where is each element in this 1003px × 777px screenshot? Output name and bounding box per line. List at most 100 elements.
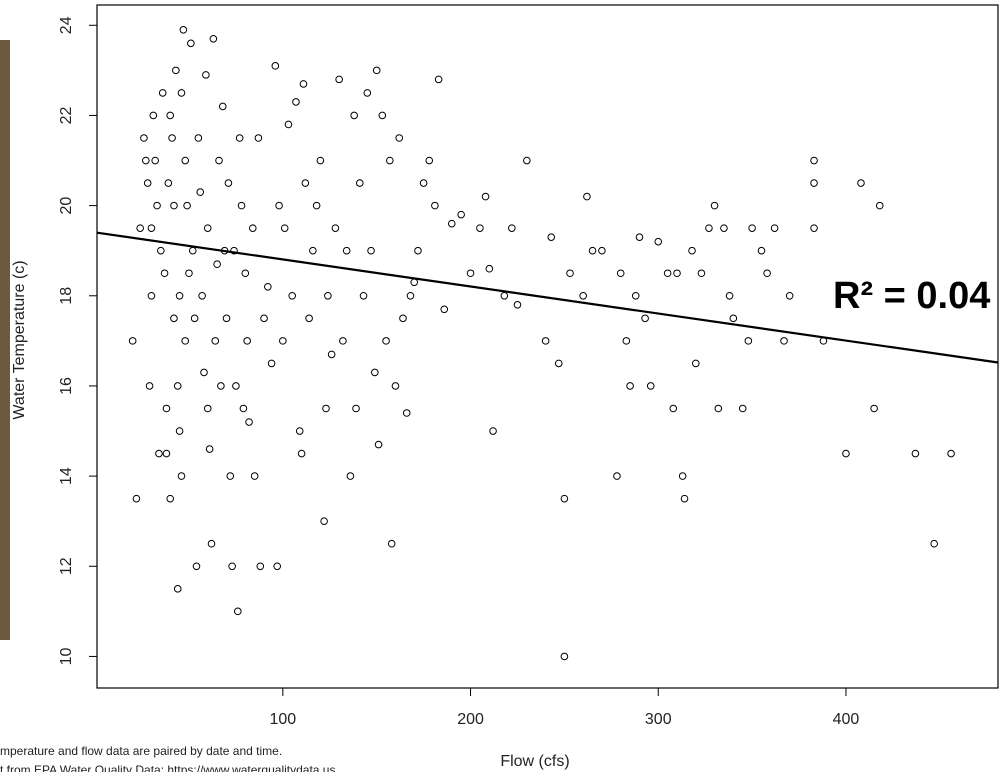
data-point	[857, 179, 865, 187]
data-point	[254, 134, 263, 142]
data-point	[425, 156, 434, 165]
data-point	[770, 224, 779, 232]
data-point	[440, 305, 449, 314]
data-point	[541, 337, 550, 345]
data-point	[588, 246, 597, 255]
data-point	[172, 66, 180, 75]
data-point	[239, 404, 248, 413]
data-point	[292, 98, 300, 106]
data-point	[248, 224, 257, 232]
data-point	[205, 445, 214, 453]
data-point	[327, 350, 336, 359]
data-point	[870, 404, 878, 413]
data-point	[175, 427, 184, 435]
data-point	[322, 404, 330, 413]
data-point	[744, 337, 753, 345]
data-point	[173, 585, 182, 593]
data-point	[523, 156, 531, 165]
data-point	[431, 201, 439, 210]
y-tick-label: 16	[58, 377, 75, 395]
footnote: t from EPA Water Quality Data: https://w…	[0, 763, 335, 772]
y-tick-label: 24	[58, 16, 75, 34]
data-point	[267, 359, 276, 368]
y-tick-label: 22	[58, 106, 75, 124]
data-point	[720, 224, 728, 232]
data-point	[243, 337, 251, 345]
data-point	[466, 269, 475, 278]
data-point	[780, 337, 788, 345]
data-point	[147, 291, 156, 300]
data-point	[295, 427, 304, 435]
x-axis-label: Flow (cfs)	[500, 753, 569, 770]
data-point	[663, 269, 672, 278]
data-point	[162, 449, 171, 458]
data-point	[387, 539, 396, 548]
data-point	[217, 382, 225, 390]
data-point	[583, 192, 591, 201]
data-point	[301, 179, 310, 187]
r-squared-annotation: R² = 0.04	[833, 275, 990, 317]
data-point	[382, 337, 390, 345]
data-point	[930, 539, 938, 548]
data-point	[613, 472, 621, 480]
x-tick-label: 300	[645, 711, 672, 728]
data-point	[481, 192, 490, 201]
data-point	[710, 201, 719, 210]
data-point	[500, 291, 509, 300]
data-point	[947, 449, 955, 458]
data-point	[203, 224, 212, 232]
data-point	[350, 111, 358, 120]
data-point	[160, 269, 169, 278]
data-point	[157, 246, 165, 255]
data-point	[316, 156, 325, 165]
data-point	[187, 39, 195, 48]
data-point	[177, 89, 186, 97]
data-point	[183, 201, 191, 210]
data-point	[875, 201, 884, 210]
data-point	[352, 404, 360, 413]
data-point	[342, 246, 351, 255]
data-point	[725, 291, 734, 300]
data-point	[631, 291, 640, 300]
data-point	[132, 494, 141, 503]
data-point	[158, 89, 167, 97]
data-point	[372, 66, 381, 75]
data-point	[410, 278, 419, 287]
data-point	[177, 472, 186, 480]
data-point	[673, 269, 681, 278]
data-point	[166, 111, 175, 120]
data-point	[579, 291, 587, 300]
data-point	[166, 494, 175, 503]
data-point	[279, 337, 287, 345]
data-point	[680, 494, 689, 503]
trend-line	[96, 231, 999, 364]
data-point	[324, 291, 332, 300]
data-point	[748, 224, 756, 232]
data-point	[566, 269, 574, 278]
data-point	[669, 404, 678, 413]
data-point	[331, 224, 340, 232]
data-point	[391, 382, 400, 390]
data-point	[363, 89, 372, 97]
data-point	[142, 156, 150, 165]
data-point	[288, 291, 297, 300]
data-point	[688, 246, 696, 255]
data-point	[153, 201, 161, 210]
data-point	[143, 179, 152, 187]
data-point	[622, 337, 631, 345]
footnote: mperature and flow data are paired by da…	[0, 744, 282, 758]
data-point	[508, 224, 516, 232]
data-point	[273, 562, 282, 571]
data-point	[810, 179, 818, 187]
data-point	[264, 282, 272, 291]
data-point	[646, 382, 655, 390]
data-point	[149, 111, 158, 120]
data-point	[207, 539, 216, 548]
data-point	[371, 368, 379, 377]
data-point	[335, 75, 343, 84]
data-point	[810, 224, 818, 232]
data-point	[616, 269, 625, 278]
data-point	[170, 201, 178, 210]
y-axis-label: Water Temperature (c)	[11, 260, 28, 419]
data-point	[179, 25, 188, 34]
